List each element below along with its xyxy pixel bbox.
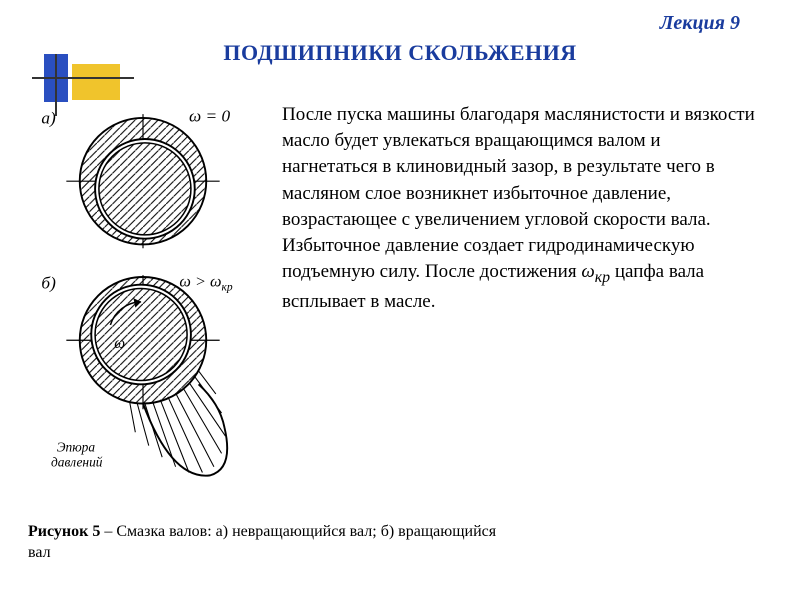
figure-caption: Рисунок 5 – Смазка валов: а) невращающий… [28,521,508,564]
omega-gt: ω > ωкр [179,272,233,294]
omega-kr: ωкр [581,261,615,282]
omega-inside: ω [114,335,125,352]
body-text: После пуска машины благодаря маслянистос… [282,96,760,486]
label-b: б) [41,274,56,293]
epure-label-2: давлений [51,455,103,470]
label-a: а) [41,109,56,128]
omega-zero: ω = 0 [189,107,230,126]
lecture-label: Лекция 9 [660,12,740,35]
caption-prefix: Рисунок 5 [28,523,100,540]
epure-label-1: Эпюра [57,439,96,454]
figure: а) ω = 0 б) ω > ωкр ω [28,96,258,486]
body-text-1: После пуска машины благодаря маслянистос… [282,104,755,282]
